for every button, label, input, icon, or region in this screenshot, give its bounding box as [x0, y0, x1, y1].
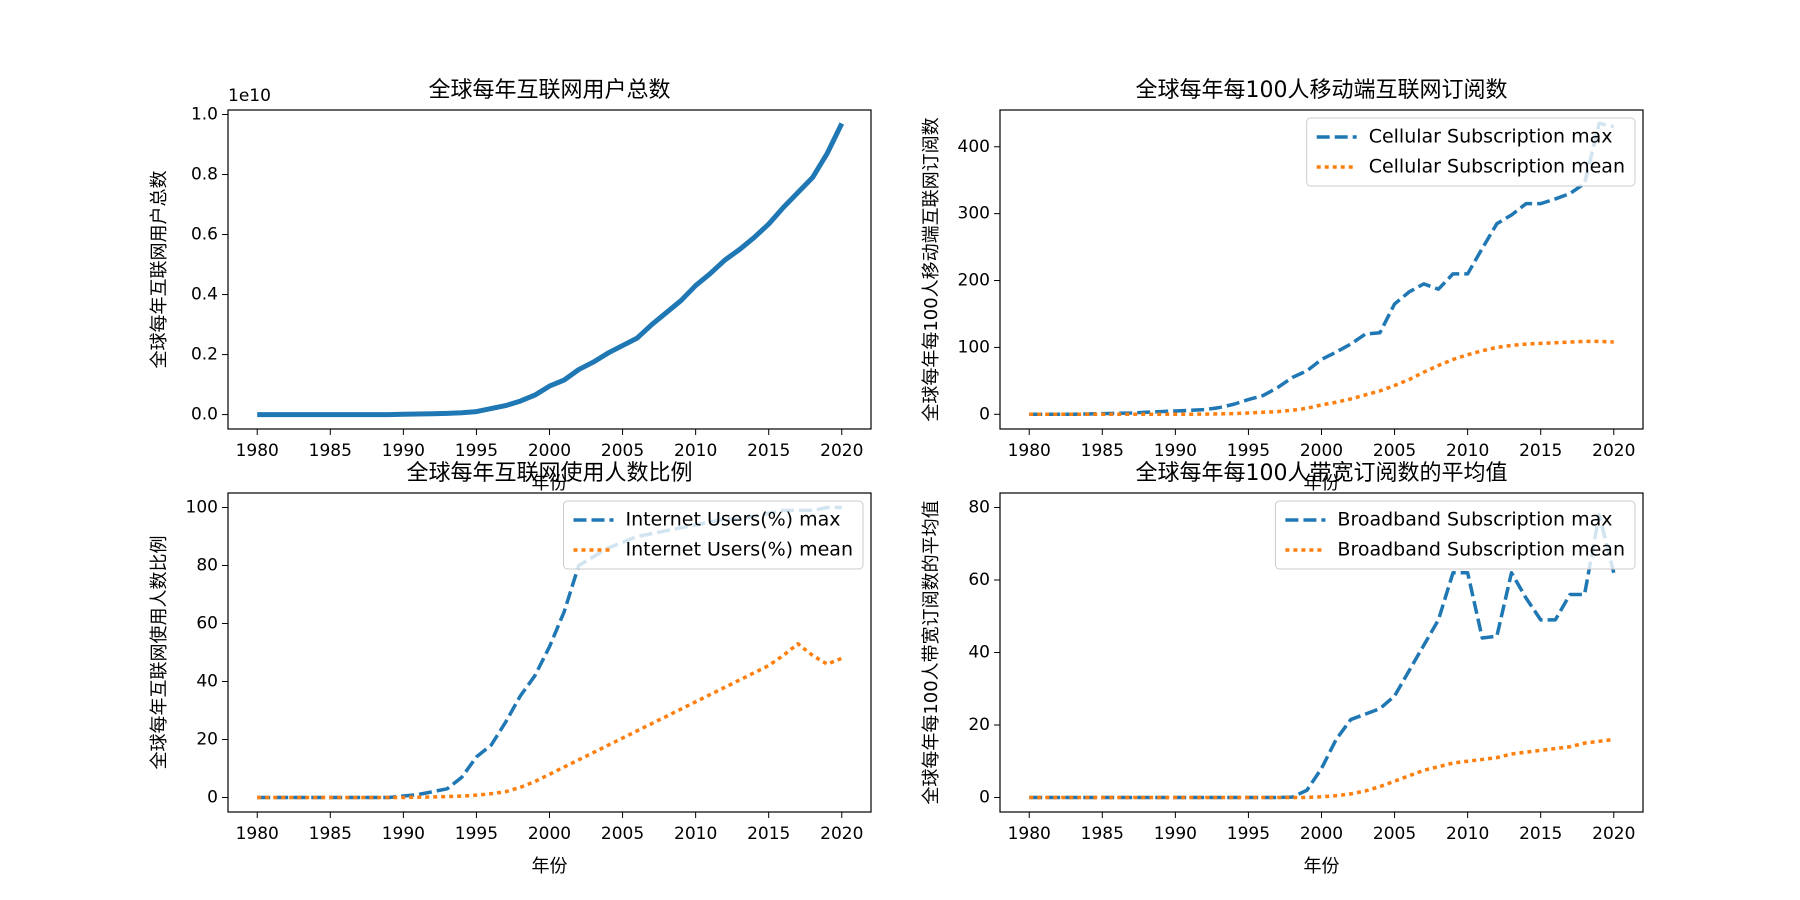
- subplot: 1980 1985 1990 1995 2000 2005 2010 2015 2020 0 100…: [958, 137, 1636, 461]
- x-tick-label: 1995: [455, 824, 498, 844]
- subplot: 1980 1985 1990 1995 2000 2005 2010 2015 2020 0.0 0…: [191, 105, 863, 461]
- x-tick-label: 2005: [601, 824, 644, 844]
- subplot: 1980 1985 1990 1995 2000 2005 2010 2015 2020 0 20 4…: [186, 498, 864, 845]
- y-tick-label: 80: [196, 556, 218, 576]
- chart-title: 全球每年互联网使用人数比例: [406, 461, 692, 486]
- y-tick-label: 400: [958, 137, 990, 157]
- y-tick-label: 0.0: [191, 405, 218, 425]
- y-tick-label: 60: [196, 614, 218, 634]
- y-tick-label: 0: [979, 788, 990, 808]
- y-tick-label: 60: [968, 570, 990, 590]
- legend-label: Broadband Subscription max: [1337, 509, 1612, 531]
- axes-frame: [227, 492, 872, 813]
- x-tick-label: 2020: [820, 441, 863, 461]
- x-axis-label: 年份: [532, 473, 568, 494]
- x-tick-label: 2015: [1519, 441, 1562, 461]
- x-tick-label: 2000: [1300, 441, 1343, 461]
- y-tick-label: 300: [958, 204, 990, 224]
- y-tick-label: 0.4: [191, 285, 218, 305]
- y-tick-label: 0: [979, 404, 990, 424]
- x-tick-label: 1980: [236, 824, 279, 844]
- offset-label: 1e10: [228, 86, 271, 106]
- x-tick-label: 1985: [309, 824, 352, 844]
- chart-title: 全球每年互联网用户总数: [428, 78, 670, 103]
- legend: Broadband Subscription max Broadband Subs…: [1274, 500, 1636, 570]
- legend-label: Cellular Subscription mean: [1369, 156, 1625, 178]
- y-tick-label: 200: [958, 271, 990, 291]
- x-tick-label: 1980: [1008, 824, 1051, 844]
- x-tick-label: 1995: [1227, 441, 1270, 461]
- legend-label: Broadband Subscription mean: [1337, 539, 1625, 561]
- y-tick-label: 20: [196, 730, 218, 750]
- x-tick-label: 1995: [1227, 824, 1270, 844]
- legend: Internet Users(%) max Internet Users(%) m…: [563, 500, 864, 570]
- x-tick-label: 1980: [236, 441, 279, 461]
- x-tick-label: 1985: [1081, 441, 1124, 461]
- x-tick-label: 1990: [1154, 824, 1197, 844]
- subplot: 1980 1985 1990 1995 2000 2005 2010 2015 2020 0 20 4…: [968, 498, 1635, 845]
- x-tick-label: 2000: [1300, 824, 1343, 844]
- legend-label: Internet Users(%) max: [626, 509, 841, 531]
- data-line: [1029, 339, 1614, 417]
- x-tick-label: 1990: [382, 824, 425, 844]
- x-tick-label: 2010: [1446, 824, 1489, 844]
- x-tick-label: 2015: [747, 824, 790, 844]
- y-tick-label: 100: [958, 337, 990, 357]
- x-tick-label: 2005: [1373, 824, 1416, 844]
- y-tick-label: 40: [968, 643, 990, 663]
- legend-label: Internet Users(%) mean: [626, 539, 854, 561]
- axes-frame: [227, 109, 872, 430]
- y-axis-label: 全球每年每100人带宽订阅数的平均值: [921, 500, 942, 804]
- x-axis-label: 年份: [1304, 856, 1340, 877]
- x-tick-label: 2020: [820, 824, 863, 844]
- legend: Cellular Subscription max Cellular Subscr…: [1306, 117, 1636, 187]
- x-tick-label: 2020: [1592, 824, 1635, 844]
- x-tick-label: 1985: [309, 441, 352, 461]
- legend-box: [563, 500, 864, 570]
- x-axis-label: 年份: [1304, 473, 1340, 494]
- x-axis-label: 年份: [532, 856, 568, 877]
- y-tick-label: 40: [196, 672, 218, 692]
- x-tick-label: 1990: [1154, 441, 1197, 461]
- x-tick-label: 1980: [1008, 441, 1051, 461]
- data-line: [257, 122, 845, 418]
- y-tick-label: 20: [968, 715, 990, 735]
- y-tick-label: 0: [207, 788, 218, 808]
- x-tick-label: 1995: [455, 441, 498, 461]
- legend-box: [1306, 117, 1636, 187]
- axes-frame: [999, 492, 1644, 813]
- y-axis-label: 全球每年互联网使用人数比例: [149, 536, 170, 770]
- y-tick-label: 0.8: [191, 165, 218, 185]
- y-tick-label: 1.0: [191, 105, 218, 125]
- chart-title: 全球每年每100人带宽订阅数的平均值: [1136, 461, 1508, 486]
- x-tick-label: 1990: [382, 441, 425, 461]
- x-tick-label: 2010: [1446, 441, 1489, 461]
- x-tick-label: 2000: [528, 441, 571, 461]
- legend-label: Cellular Subscription max: [1369, 126, 1613, 148]
- data-line: [257, 642, 843, 800]
- y-tick-label: 80: [968, 498, 990, 518]
- y-axis-label: 全球每年互联网用户总数: [149, 171, 170, 369]
- axes-frame: [999, 109, 1644, 430]
- legend-box: [1274, 500, 1636, 570]
- x-tick-label: 2010: [674, 824, 717, 844]
- x-tick-label: 2005: [1373, 441, 1416, 461]
- x-tick-label: 2015: [1519, 824, 1562, 844]
- y-tick-label: 0.6: [191, 225, 218, 245]
- y-axis-label: 全球每年每100人移动端互联网订阅数: [921, 117, 942, 421]
- x-tick-label: 1985: [1081, 824, 1124, 844]
- y-tick-label: 0.2: [191, 345, 218, 365]
- x-tick-label: 2000: [528, 824, 571, 844]
- x-tick-label: 2015: [747, 441, 790, 461]
- x-tick-label: 2010: [674, 441, 717, 461]
- y-tick-label: 100: [186, 498, 218, 518]
- x-tick-label: 2020: [1592, 441, 1635, 461]
- data-line: [1029, 737, 1614, 800]
- chart-title: 全球每年每100人移动端互联网订阅数: [1136, 78, 1508, 103]
- x-tick-label: 2005: [601, 441, 644, 461]
